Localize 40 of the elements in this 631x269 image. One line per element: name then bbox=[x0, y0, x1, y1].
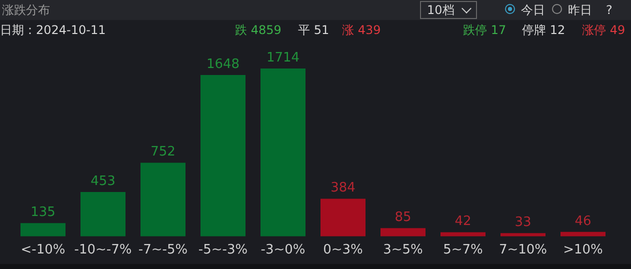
bar bbox=[80, 192, 126, 236]
text: 平 51 bbox=[298, 22, 330, 38]
bar bbox=[20, 223, 66, 236]
text: 今日 bbox=[520, 2, 545, 18]
x-tick-label: -5~-3% bbox=[198, 242, 248, 258]
data-label: 46 bbox=[574, 214, 592, 229]
bar bbox=[380, 228, 426, 236]
text: 涨停 49 bbox=[582, 22, 626, 38]
x-tick-label: 5~7% bbox=[443, 242, 483, 258]
text: 跌停 17 bbox=[463, 22, 506, 38]
data-label: 384 bbox=[330, 180, 356, 196]
text: ? bbox=[606, 2, 612, 18]
data-label: 42 bbox=[454, 214, 472, 230]
bar bbox=[260, 68, 306, 236]
x-tick-label: 0~3% bbox=[323, 242, 363, 258]
text: 停牌 12 bbox=[522, 22, 566, 38]
data-label: 1714 bbox=[266, 50, 300, 66]
x-tick-label: 7~10% bbox=[498, 242, 548, 258]
data-label: 752 bbox=[150, 144, 176, 160]
text: 日期：2024-10-11 bbox=[0, 22, 106, 38]
bar bbox=[320, 198, 366, 236]
chart-title: 涨跌分布 bbox=[2, 2, 50, 18]
bar bbox=[200, 75, 246, 236]
x-tick-label: <-10% bbox=[20, 242, 66, 258]
text: 10档 bbox=[420, 1, 478, 19]
data-label: 85 bbox=[394, 210, 412, 225]
text: 跌 4859 bbox=[235, 22, 282, 38]
x-tick-label: 3~5% bbox=[383, 242, 423, 258]
data-label: 1648 bbox=[206, 56, 240, 72]
text: 昨日 bbox=[567, 2, 592, 18]
x-tick-label: -10~-7% bbox=[74, 242, 132, 258]
data-label: 135 bbox=[30, 205, 56, 220]
x-tick-label: -7~-5% bbox=[138, 242, 188, 258]
text: 涨 439 bbox=[342, 22, 381, 38]
bar bbox=[500, 233, 546, 236]
data-label: 33 bbox=[514, 215, 532, 230]
bar bbox=[140, 162, 186, 236]
x-tick-label: >10% bbox=[563, 242, 603, 258]
x-tick-label: -3~0% bbox=[260, 242, 306, 258]
data-label: 453 bbox=[90, 174, 116, 189]
